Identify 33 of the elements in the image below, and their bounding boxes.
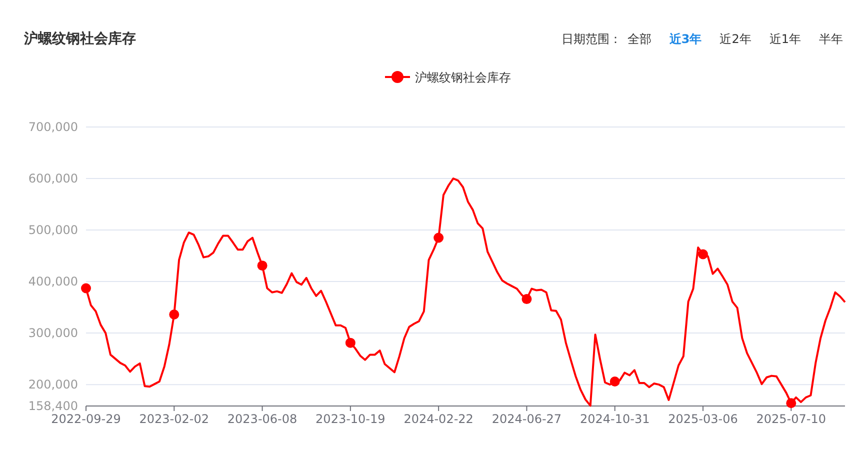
point xyxy=(169,310,180,320)
text: 全部 xyxy=(627,32,652,46)
y-tick-label: 600,000 xyxy=(28,172,78,186)
point xyxy=(522,294,532,304)
x-tick-label: 2023-06-08 xyxy=(227,412,298,426)
point xyxy=(345,338,356,348)
x-tick-label: 2024-02-22 xyxy=(404,412,474,426)
y-tick-label: 500,000 xyxy=(28,223,78,238)
point xyxy=(81,283,91,294)
x-tick-label: 2025-07-10 xyxy=(756,412,826,426)
x-tick-label: 2022-09-29 xyxy=(51,412,121,426)
y-tick-label: 700,000 xyxy=(28,120,78,134)
text: 近3年 xyxy=(668,32,702,46)
x-tick-label: 2024-10-31 xyxy=(580,412,650,426)
x-tick-label: 2023-10-19 xyxy=(316,412,386,426)
x-tick-label: 2025-03-06 xyxy=(668,412,738,426)
text: 近2年 xyxy=(720,32,752,46)
x-tick-label: 2024-06-27 xyxy=(492,412,562,426)
legend-label: 沪螺纹钢社会库存 xyxy=(415,70,511,84)
y-tick-label: 300,000 xyxy=(28,326,78,340)
text: 日期范围： xyxy=(561,32,622,46)
y-tick-label: 200,000 xyxy=(28,378,78,392)
x-tick-label: 2023-02-02 xyxy=(139,412,210,426)
text: 半年 xyxy=(819,32,843,46)
point xyxy=(698,249,708,260)
y-tick-label: 400,000 xyxy=(28,274,78,289)
point xyxy=(434,232,444,243)
point xyxy=(786,398,796,408)
point xyxy=(610,376,620,386)
y-tick-label: 158,400 xyxy=(28,399,78,413)
text: 近1年 xyxy=(769,32,801,46)
point xyxy=(257,260,268,271)
chart-title: 沪螺纹钢社会库存 xyxy=(23,30,136,47)
